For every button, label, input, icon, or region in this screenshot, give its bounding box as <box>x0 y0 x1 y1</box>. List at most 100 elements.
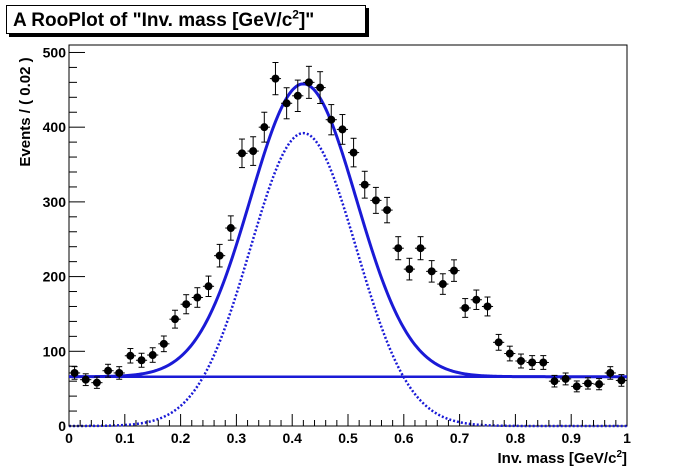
data-marker <box>316 83 325 92</box>
data-marker <box>70 368 79 377</box>
x-tick-label: 0.2 <box>171 430 191 446</box>
data-marker <box>394 244 403 253</box>
data-marker <box>371 196 380 205</box>
x-axis-label-sup: 2 <box>616 449 622 460</box>
data-marker <box>550 377 559 386</box>
data-point <box>314 71 326 104</box>
data-marker <box>561 374 570 383</box>
data-point <box>426 260 438 283</box>
data-point <box>158 335 170 353</box>
data-marker <box>81 375 90 384</box>
x-tick-label: 1 <box>623 430 631 446</box>
data-point <box>247 136 259 166</box>
data-point <box>113 366 125 380</box>
data-marker <box>617 376 626 385</box>
data-marker <box>271 74 280 83</box>
data-marker <box>405 265 414 274</box>
data-marker <box>137 356 146 365</box>
data-point <box>102 363 114 378</box>
plot-title-end: ]" <box>298 10 315 31</box>
data-point <box>414 236 427 261</box>
data-point <box>437 273 449 295</box>
data-point <box>124 348 136 364</box>
data-point <box>292 79 304 113</box>
axes: 0 0.1 0.2 0.3 0.4 0.5 0.6 0.7 0.8 0.9 1 0 100 200 300 4… <box>43 44 631 446</box>
data-marker <box>148 351 157 360</box>
x-tick-label: 0.6 <box>394 430 414 446</box>
data-marker <box>461 303 470 312</box>
y-axis-label: Events / ( 0.02 ) <box>17 57 34 166</box>
data-marker <box>293 91 302 100</box>
x-axis-label: Inv. mass [GeV/c2] <box>497 449 627 467</box>
data-marker <box>583 379 592 388</box>
y-tick-label: 0 <box>58 418 66 434</box>
y-tick-label: 400 <box>43 119 67 135</box>
data-marker <box>360 180 369 189</box>
y-tick-label: 200 <box>43 269 67 285</box>
data-point <box>504 345 516 362</box>
y-tick-label: 100 <box>43 343 67 359</box>
data-point <box>459 298 471 318</box>
data-point <box>537 355 549 370</box>
data-point <box>191 287 203 308</box>
data-point <box>225 215 237 241</box>
plot-title-sup: 2 <box>292 7 299 22</box>
data-point <box>481 296 494 317</box>
data-marker <box>349 148 358 157</box>
x-tick-label: 0.1 <box>115 430 135 446</box>
data-point <box>269 62 282 96</box>
data-point <box>202 275 215 298</box>
x-tick-label: 0 <box>65 430 73 446</box>
data-marker <box>115 368 124 377</box>
data-point <box>135 352 148 368</box>
x-axis-label-main: Inv. mass [GeV/c <box>497 450 616 467</box>
data-marker <box>505 349 514 358</box>
data-point <box>214 243 226 268</box>
data-point <box>80 373 92 387</box>
data-marker <box>260 123 269 132</box>
data-marker <box>539 358 548 367</box>
data-point <box>281 87 293 120</box>
signal-component-curve <box>69 131 627 428</box>
data-marker <box>383 206 392 215</box>
data-marker <box>215 251 224 260</box>
data-point <box>615 374 627 387</box>
plot-title-main: A RooPlot of "Inv. mass [GeV/c <box>13 10 293 31</box>
data-point <box>515 353 527 369</box>
data-marker <box>327 115 336 124</box>
data-marker <box>126 351 135 360</box>
data-marker <box>528 358 537 367</box>
x-axis-label-end: ] <box>622 450 627 467</box>
data-point <box>303 65 315 99</box>
data-point <box>180 294 192 315</box>
data-marker <box>572 382 581 391</box>
data-marker <box>338 125 347 134</box>
data-points <box>69 62 627 393</box>
data-marker <box>427 267 436 276</box>
data-point <box>325 104 337 136</box>
data-point <box>370 186 382 214</box>
data-marker <box>438 280 447 289</box>
x-tick-label: 0.7 <box>450 430 470 446</box>
data-point <box>470 289 482 310</box>
data-marker <box>472 295 481 304</box>
data-marker <box>450 266 459 275</box>
data-marker <box>237 149 246 158</box>
data-point <box>571 380 583 393</box>
total-fit-curve <box>69 82 627 379</box>
data-point <box>560 372 572 386</box>
data-marker <box>193 293 202 302</box>
data-marker <box>282 99 291 108</box>
x-tick-label: 0.5 <box>338 430 358 446</box>
y-tick-label: 500 <box>43 44 67 60</box>
data-point <box>91 376 103 389</box>
data-point <box>236 138 248 169</box>
data-point <box>593 378 605 391</box>
data-marker <box>182 300 191 309</box>
data-point <box>548 374 561 388</box>
data-marker <box>159 339 168 348</box>
x-tick-label: 0.8 <box>506 430 526 446</box>
data-marker <box>595 380 604 389</box>
y-tick-label: 300 <box>43 194 67 210</box>
data-point <box>147 347 159 363</box>
